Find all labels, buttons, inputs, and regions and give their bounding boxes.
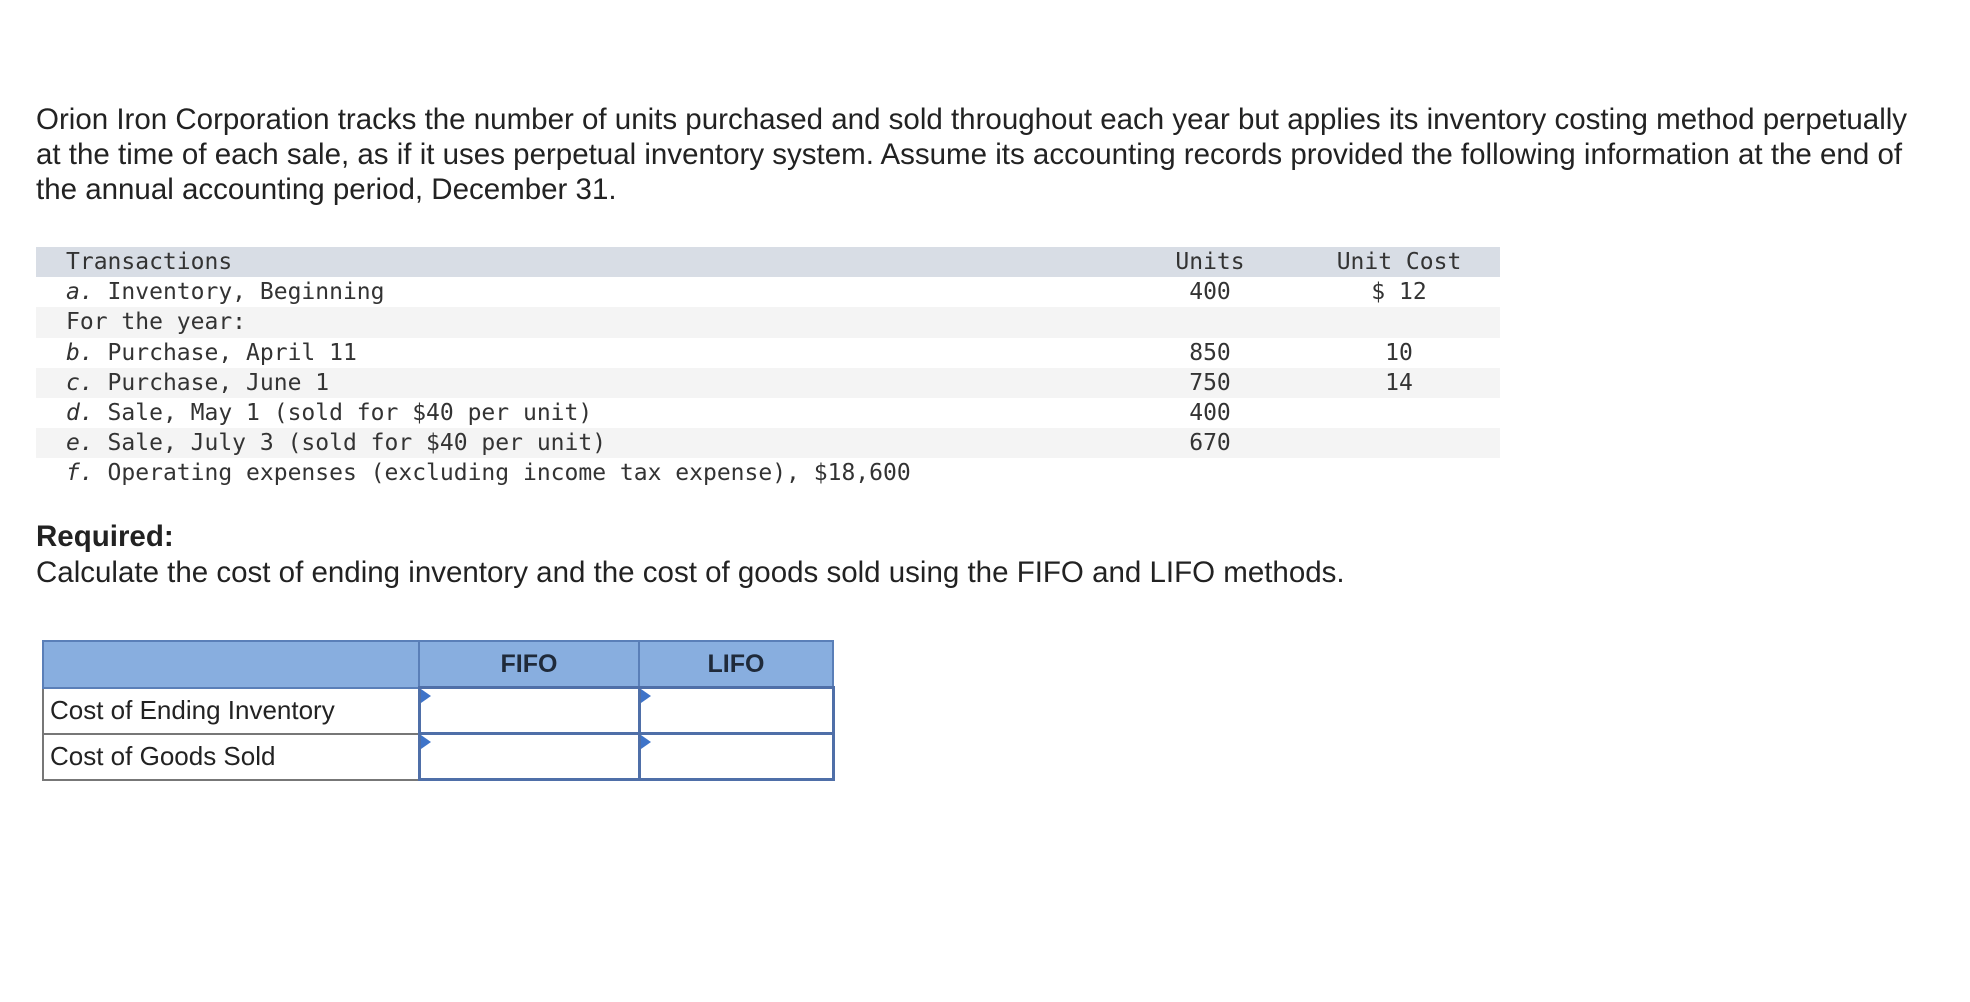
table-row: f. Operating expenses (excluding income … bbox=[36, 458, 1500, 488]
table-row: For the year: bbox=[36, 307, 1500, 338]
table-row: Cost of Goods Sold bbox=[42, 732, 835, 781]
problem-intro-text: Orion Iron Corporation tracks the number… bbox=[36, 103, 1908, 206]
transaction-units: 670 bbox=[1189, 430, 1231, 457]
table-row: b. Purchase, April 11 850 10 bbox=[36, 338, 1500, 368]
transactions-column-header: Transactions bbox=[66, 249, 233, 275]
transaction-text: Sale, July 3 (sold for $40 per unit) bbox=[93, 430, 607, 457]
transactions-table: Transactions Units Unit Cost a. Inventor… bbox=[36, 247, 1500, 489]
required-title: Required: bbox=[36, 520, 174, 553]
lifo-ending-inventory-input[interactable] bbox=[640, 689, 832, 732]
lifo-ending-inventory-cell[interactable] bbox=[637, 686, 835, 735]
transaction-description: c. Purchase, June 1 bbox=[66, 368, 329, 398]
fifo-column-header: FIFO bbox=[418, 640, 640, 689]
transaction-units: 850 bbox=[1189, 339, 1231, 366]
ending-inventory-label: Cost of Ending Inventory bbox=[42, 686, 420, 735]
table-row: d. Sale, May 1 (sold for $40 per unit) 4… bbox=[36, 398, 1500, 428]
answer-corner-header bbox=[42, 640, 420, 689]
transaction-text: Sale, May 1 (sold for $40 per unit) bbox=[93, 399, 593, 426]
unit-cost-column-header: Unit Cost bbox=[1336, 249, 1462, 275]
units-column-header: Units bbox=[1175, 249, 1245, 275]
answer-table: FIFO LIFO Cost of Ending Inventory Cost … bbox=[42, 640, 835, 781]
required-section: Required: Calculate the cost of ending i… bbox=[36, 519, 1345, 591]
table-row: Cost of Ending Inventory bbox=[42, 686, 835, 735]
transaction-description: For the year: bbox=[66, 307, 246, 337]
transaction-letter: a. bbox=[66, 279, 94, 306]
transaction-description: d. Sale, May 1 (sold for $40 per unit) bbox=[66, 398, 592, 428]
transaction-description: f. Operating expenses (excluding income … bbox=[66, 458, 911, 488]
transaction-description: e. Sale, July 3 (sold for $40 per unit) bbox=[66, 428, 606, 458]
input-marker-icon bbox=[640, 689, 651, 703]
transaction-units: 400 bbox=[1189, 399, 1231, 426]
lifo-cogs-cell[interactable] bbox=[637, 732, 835, 781]
fifo-ending-inventory-cell[interactable] bbox=[417, 686, 641, 735]
transaction-letter: f. bbox=[66, 460, 94, 487]
transaction-letter: c. bbox=[66, 369, 94, 396]
transaction-description: a. Inventory, Beginning bbox=[66, 277, 385, 307]
transaction-letter: b. bbox=[66, 339, 94, 366]
required-instructions: Calculate the cost of ending inventory a… bbox=[36, 556, 1345, 589]
transaction-unit-cost: 10 bbox=[1385, 339, 1413, 366]
fifo-cogs-input[interactable] bbox=[420, 735, 638, 778]
transactions-header-row: Transactions Units Unit Cost bbox=[36, 247, 1500, 278]
transaction-units: 400 bbox=[1189, 279, 1231, 306]
transaction-text: Inventory, Beginning bbox=[93, 279, 385, 306]
transaction-text: Purchase, April 11 bbox=[93, 339, 357, 366]
input-marker-icon bbox=[420, 689, 431, 703]
cost-of-goods-sold-label: Cost of Goods Sold bbox=[42, 732, 420, 781]
transaction-unit-cost: 14 bbox=[1385, 369, 1413, 396]
transaction-text: For the year: bbox=[66, 309, 247, 336]
transaction-description: b. Purchase, April 11 bbox=[66, 338, 357, 368]
table-row: c. Purchase, June 1 750 14 bbox=[36, 367, 1500, 398]
transaction-text: Purchase, June 1 bbox=[93, 369, 330, 396]
input-marker-icon bbox=[420, 735, 431, 749]
fifo-cogs-cell[interactable] bbox=[417, 732, 641, 781]
lifo-cogs-input[interactable] bbox=[640, 735, 832, 778]
transaction-letter: d. bbox=[66, 399, 94, 426]
input-marker-icon bbox=[640, 735, 651, 749]
fifo-ending-inventory-input[interactable] bbox=[420, 689, 638, 732]
transaction-unit-cost: $ 12 bbox=[1371, 279, 1427, 306]
transaction-letter: e. bbox=[66, 430, 94, 457]
transaction-text: Operating expenses (excluding income tax… bbox=[93, 460, 911, 487]
answer-header-row: FIFO LIFO bbox=[42, 640, 834, 689]
table-row: a. Inventory, Beginning 400 $ 12 bbox=[36, 277, 1500, 307]
transaction-units: 750 bbox=[1189, 369, 1231, 396]
table-row: e. Sale, July 3 (sold for $40 per unit) … bbox=[36, 428, 1500, 459]
lifo-column-header: LIFO bbox=[638, 640, 834, 689]
